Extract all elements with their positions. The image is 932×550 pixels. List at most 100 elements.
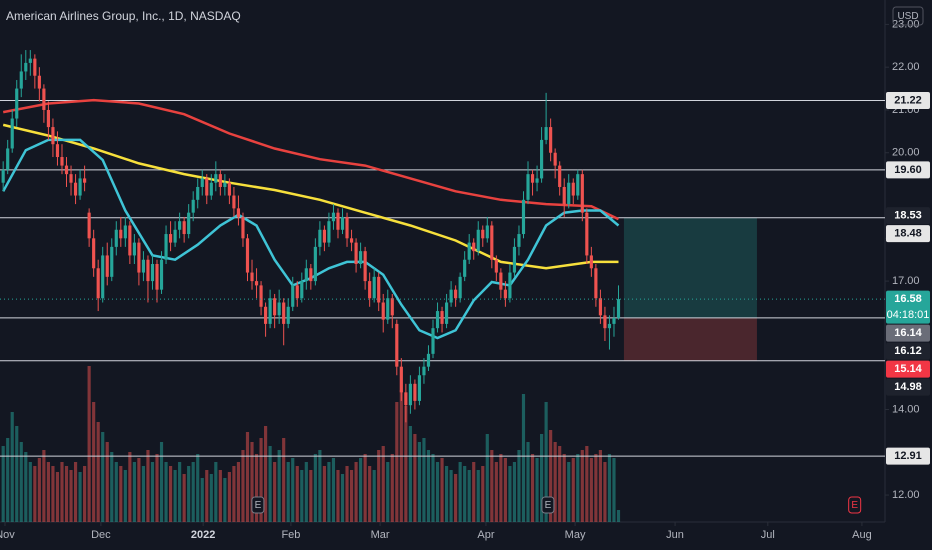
volume-bar bbox=[472, 462, 476, 522]
x-tick-label: Nov bbox=[0, 529, 15, 541]
candle-body bbox=[413, 383, 417, 401]
x-tick-label: Mar bbox=[371, 529, 390, 541]
volume-bar bbox=[467, 470, 471, 522]
candle-body bbox=[33, 58, 37, 76]
candle-body bbox=[24, 62, 28, 72]
candle-body bbox=[87, 212, 91, 239]
candle-body bbox=[46, 109, 50, 128]
volume-bar bbox=[426, 450, 431, 522]
candle-body bbox=[110, 246, 114, 277]
volume-bar bbox=[28, 462, 32, 522]
candle-body bbox=[313, 246, 317, 282]
volume-bar bbox=[191, 462, 195, 522]
price-label: 16.12 bbox=[894, 345, 922, 357]
candle-body bbox=[322, 229, 326, 243]
candle-body bbox=[187, 212, 191, 235]
candle-body bbox=[435, 311, 440, 329]
candle-body bbox=[558, 165, 562, 187]
candle-body bbox=[282, 302, 286, 324]
volume-bar bbox=[119, 466, 123, 522]
x-tick-label: Apr bbox=[477, 529, 494, 541]
volume-bar bbox=[318, 450, 322, 522]
volume-bar bbox=[83, 466, 87, 522]
volume-bar bbox=[368, 466, 372, 522]
candle-body bbox=[28, 58, 32, 63]
moving-average bbox=[2, 98, 620, 221]
candle-body bbox=[254, 281, 259, 286]
volume-bar bbox=[245, 432, 250, 522]
volume-bar bbox=[24, 452, 28, 522]
volume-bar bbox=[454, 474, 458, 522]
volume-bar bbox=[15, 426, 19, 522]
candle-body bbox=[589, 255, 593, 269]
volume-bar bbox=[535, 458, 539, 522]
volume-bar bbox=[282, 438, 286, 522]
candle-body bbox=[390, 298, 394, 316]
x-tick-label: 2022 bbox=[191, 529, 215, 541]
price-label-box bbox=[886, 161, 930, 179]
earnings-label: E bbox=[545, 500, 552, 511]
candle-body bbox=[123, 225, 127, 239]
volume-bar bbox=[155, 454, 159, 522]
volume-bar bbox=[481, 466, 485, 522]
price-label-box bbox=[886, 207, 930, 225]
candle-body bbox=[426, 353, 431, 367]
volume-bar bbox=[92, 402, 96, 522]
volume-bar bbox=[553, 442, 557, 522]
candle-body bbox=[517, 234, 521, 247]
volume-bar bbox=[390, 454, 394, 522]
earnings-marker[interactable] bbox=[848, 496, 862, 514]
volume-bar bbox=[417, 442, 422, 522]
earnings-marker[interactable] bbox=[541, 496, 555, 514]
candle-body bbox=[553, 152, 557, 166]
volume-bar bbox=[200, 478, 204, 522]
volume-bar bbox=[354, 462, 358, 522]
candle-body bbox=[182, 221, 186, 235]
candle-body bbox=[603, 315, 607, 329]
volume-bar bbox=[408, 426, 412, 522]
candle-body bbox=[227, 182, 231, 196]
volume-bar bbox=[101, 432, 105, 522]
candle-body bbox=[463, 259, 467, 277]
volume-bar bbox=[46, 462, 50, 522]
candle-body bbox=[512, 246, 517, 273]
candle-body bbox=[472, 242, 476, 252]
candle-body bbox=[19, 71, 23, 89]
candle-body bbox=[236, 208, 241, 217]
candle-body bbox=[476, 229, 480, 252]
volume-bar bbox=[422, 438, 426, 522]
volume-bar bbox=[78, 472, 82, 522]
candle-body bbox=[309, 268, 313, 282]
candle-body bbox=[300, 281, 304, 299]
candle-body bbox=[530, 174, 535, 183]
candle-body bbox=[64, 165, 69, 175]
volume-bar bbox=[562, 454, 566, 522]
candle-body bbox=[318, 229, 322, 247]
currency[interactable]: USD bbox=[897, 11, 918, 22]
volume-bar bbox=[517, 450, 521, 522]
volume-bar bbox=[60, 462, 64, 522]
y-tick-label: 14.00 bbox=[892, 403, 920, 415]
price-label-box bbox=[886, 225, 930, 243]
candle-body bbox=[503, 289, 507, 299]
volume-bar bbox=[304, 462, 308, 522]
candle-body bbox=[485, 225, 489, 239]
volume-bar bbox=[300, 470, 304, 522]
candle-body bbox=[349, 238, 354, 243]
candle-body bbox=[83, 178, 87, 183]
candle-body bbox=[404, 392, 408, 406]
candle-body bbox=[431, 328, 435, 354]
volume-bar bbox=[440, 458, 444, 522]
price-label: 19.60 bbox=[894, 164, 922, 176]
earnings-marker[interactable] bbox=[251, 496, 265, 514]
volume-bar bbox=[187, 466, 191, 522]
currency-box[interactable] bbox=[892, 6, 924, 26]
volume-bar bbox=[490, 450, 494, 522]
volume-bar bbox=[404, 406, 408, 522]
candle-body bbox=[580, 174, 584, 213]
volume-bar bbox=[236, 462, 241, 522]
moving-average bbox=[2, 123, 619, 270]
volume-bar bbox=[340, 474, 345, 522]
volume-bar bbox=[313, 454, 317, 522]
volume-bar bbox=[444, 466, 449, 522]
